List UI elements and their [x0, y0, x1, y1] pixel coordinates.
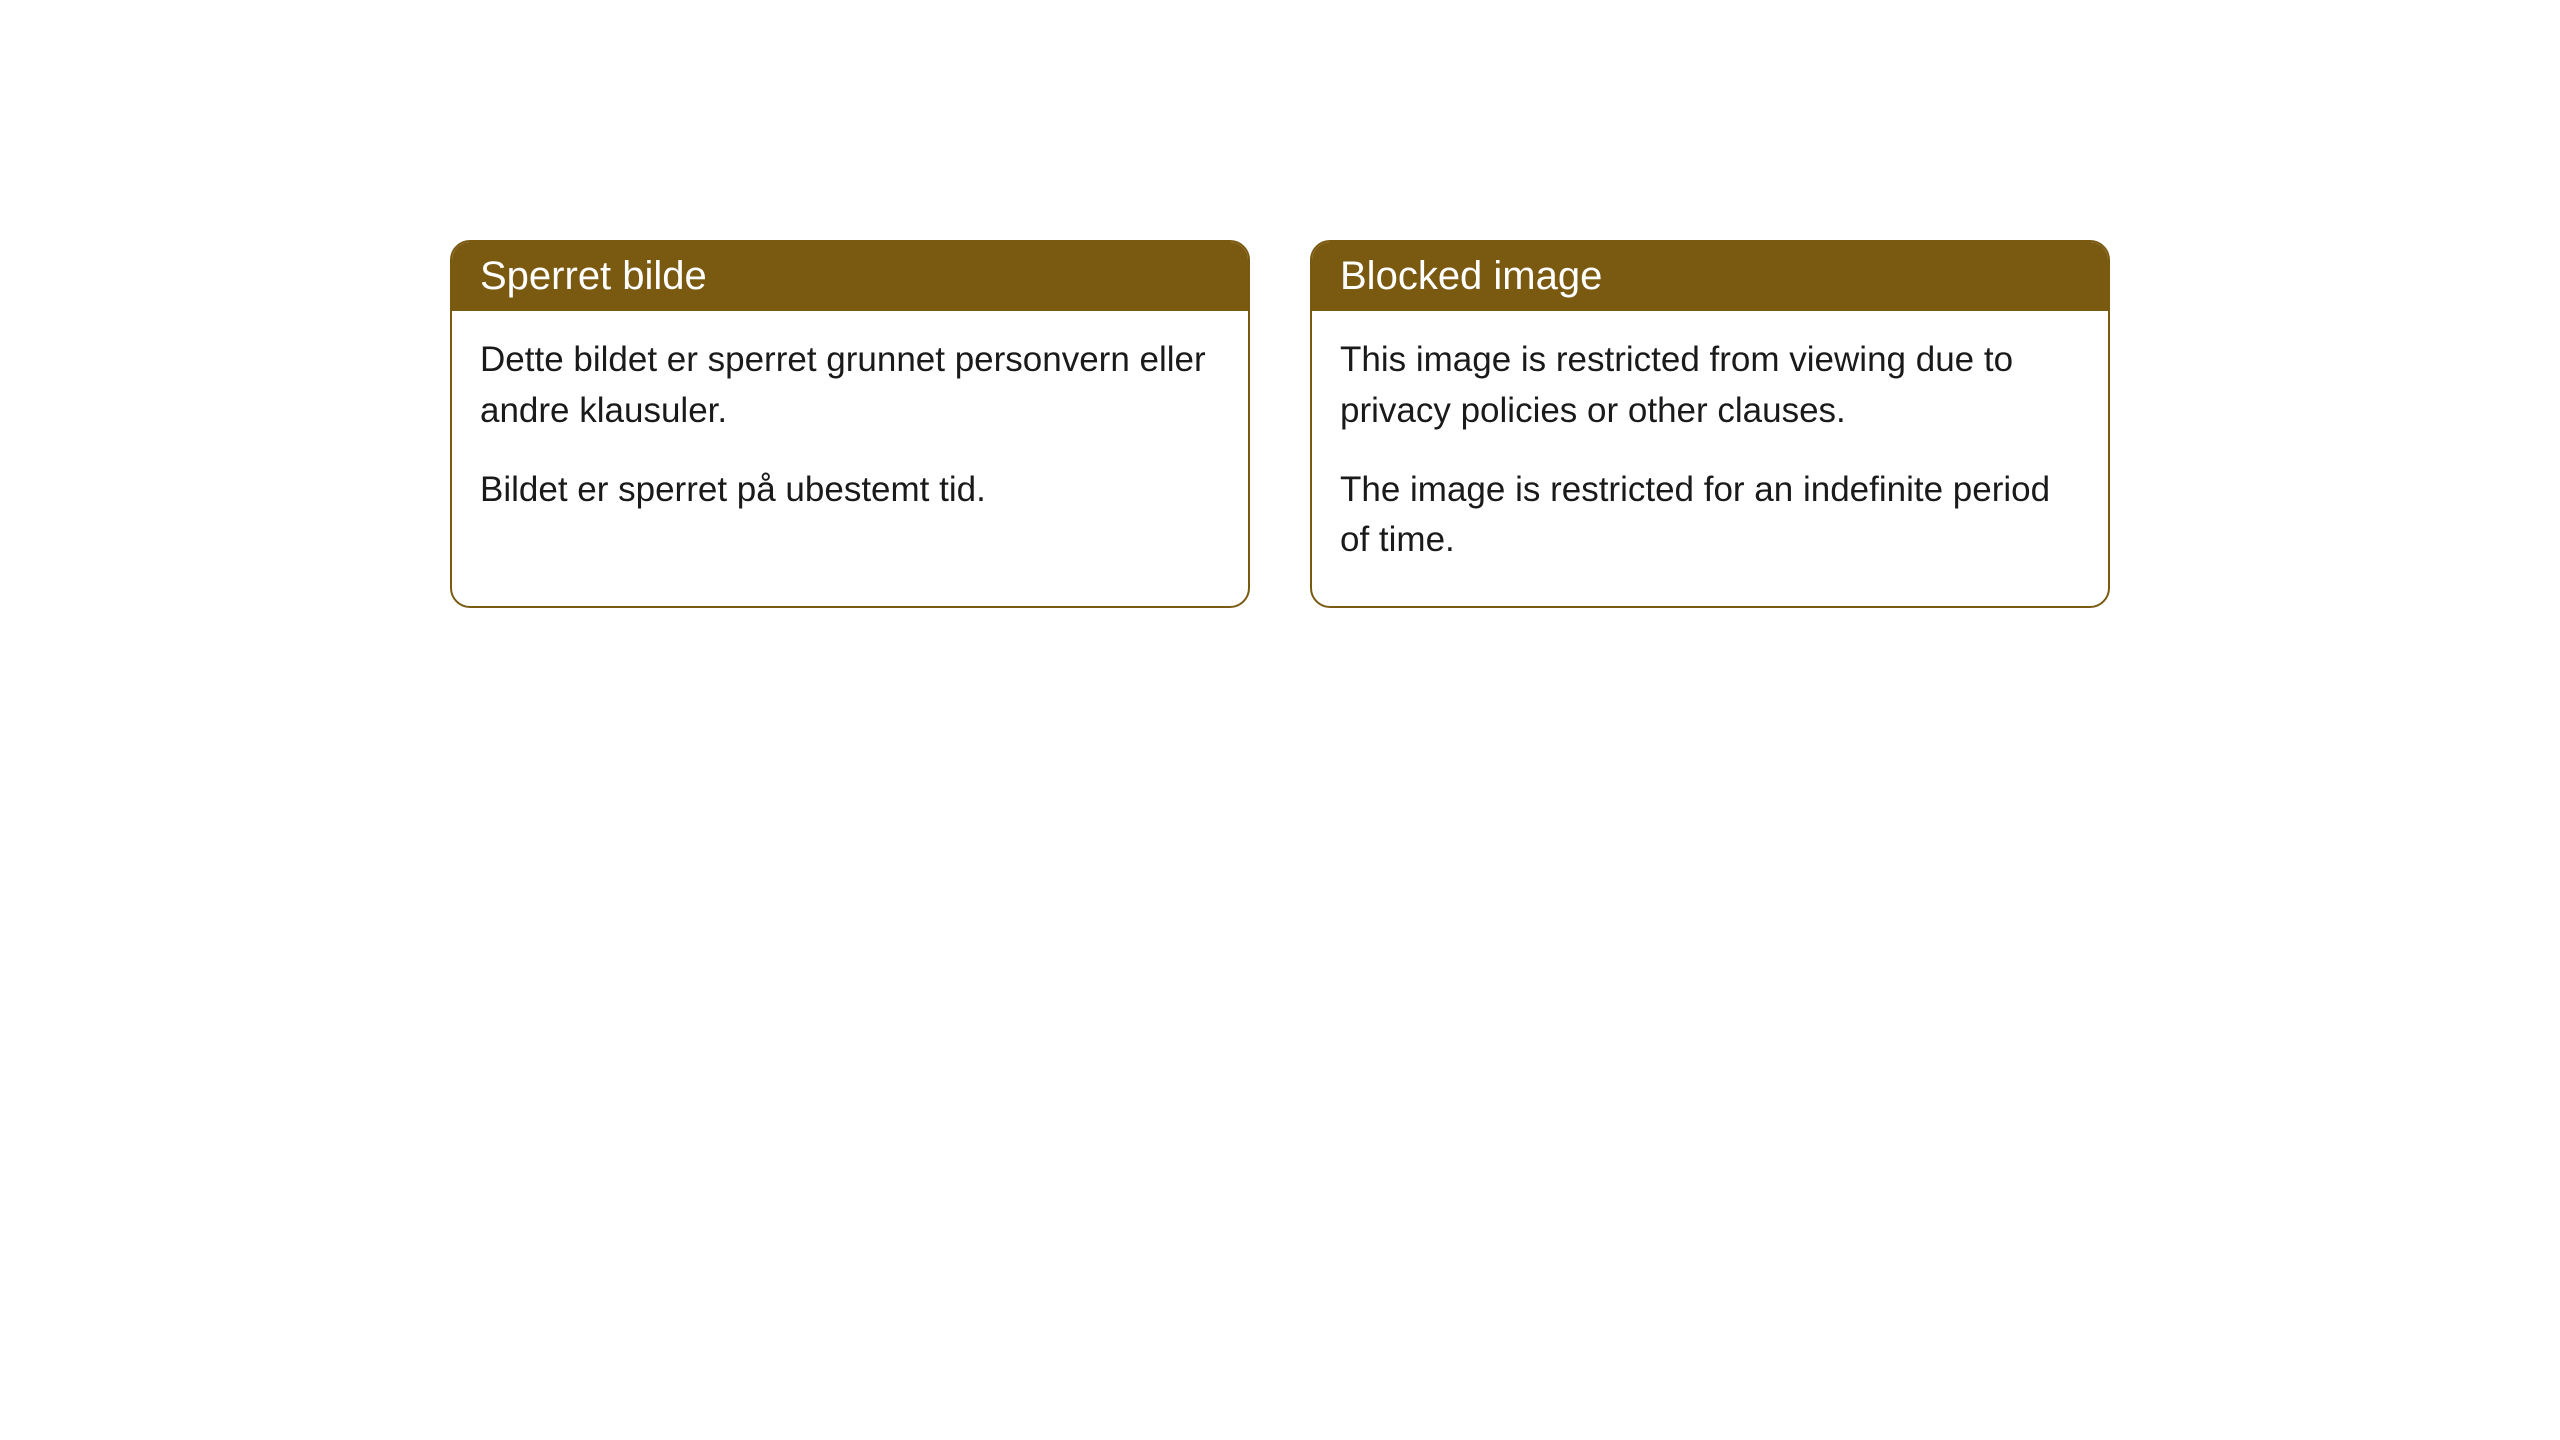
card-body-english: This image is restricted from viewing du…: [1312, 311, 2108, 606]
card-paragraph: Bildet er sperret på ubestemt tid.: [480, 465, 1220, 516]
card-header-english: Blocked image: [1312, 242, 2108, 311]
card-paragraph: The image is restricted for an indefinit…: [1340, 465, 2080, 567]
cards-container: Sperret bilde Dette bildet er sperret gr…: [450, 240, 2110, 608]
card-norwegian: Sperret bilde Dette bildet er sperret gr…: [450, 240, 1250, 608]
card-paragraph: This image is restricted from viewing du…: [1340, 335, 2080, 437]
card-body-norwegian: Dette bildet er sperret grunnet personve…: [452, 311, 1248, 555]
card-title: Sperret bilde: [480, 254, 707, 298]
card-title: Blocked image: [1340, 254, 1602, 298]
card-paragraph: Dette bildet er sperret grunnet personve…: [480, 335, 1220, 437]
card-header-norwegian: Sperret bilde: [452, 242, 1248, 311]
card-english: Blocked image This image is restricted f…: [1310, 240, 2110, 608]
